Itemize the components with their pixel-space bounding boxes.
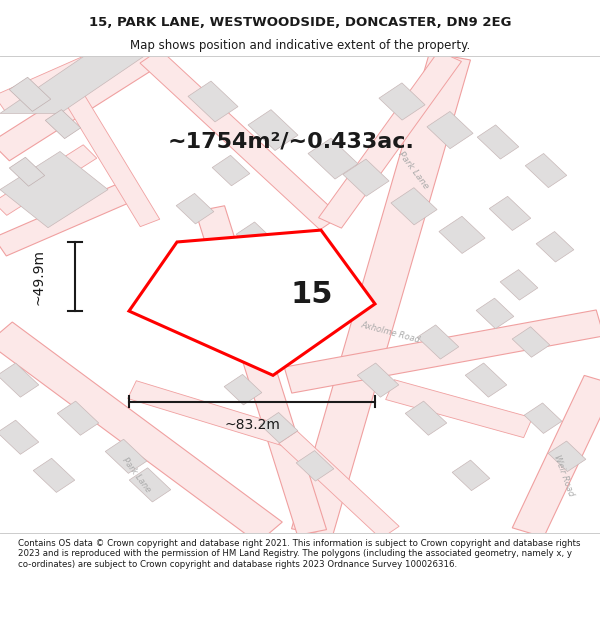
Text: Map shows position and indicative extent of the property.: Map shows position and indicative extent…: [130, 39, 470, 52]
Polygon shape: [9, 78, 51, 111]
Polygon shape: [284, 310, 600, 393]
Polygon shape: [62, 91, 160, 227]
Polygon shape: [0, 363, 39, 397]
Text: ~83.2m: ~83.2m: [224, 418, 280, 432]
Polygon shape: [248, 109, 298, 151]
Polygon shape: [391, 188, 437, 225]
Text: ~49.9m: ~49.9m: [32, 249, 46, 304]
Polygon shape: [489, 196, 531, 231]
Polygon shape: [379, 83, 425, 120]
Polygon shape: [0, 47, 160, 161]
Polygon shape: [357, 363, 399, 397]
Polygon shape: [452, 460, 490, 491]
Polygon shape: [0, 420, 39, 454]
Polygon shape: [33, 458, 75, 492]
Polygon shape: [427, 111, 473, 149]
Polygon shape: [319, 51, 461, 228]
Polygon shape: [46, 109, 80, 139]
Polygon shape: [0, 181, 139, 256]
Polygon shape: [405, 401, 447, 435]
Text: Park Lane: Park Lane: [120, 456, 152, 494]
Polygon shape: [548, 441, 586, 471]
Polygon shape: [176, 193, 214, 224]
Polygon shape: [0, 48, 114, 112]
Polygon shape: [57, 401, 99, 435]
Polygon shape: [0, 145, 97, 216]
Polygon shape: [260, 412, 298, 443]
Text: Contains OS data © Crown copyright and database right 2021. This information is : Contains OS data © Crown copyright and d…: [18, 539, 581, 569]
Polygon shape: [536, 231, 574, 262]
Polygon shape: [196, 206, 326, 536]
Text: 15, PARK LANE, WESTWOODSIDE, DONCASTER, DN9 2EG: 15, PARK LANE, WESTWOODSIDE, DONCASTER, …: [89, 16, 511, 29]
Polygon shape: [188, 81, 238, 122]
Polygon shape: [292, 52, 470, 536]
Polygon shape: [524, 403, 562, 434]
Text: ~1754m²/~0.433ac.: ~1754m²/~0.433ac.: [168, 132, 415, 152]
Polygon shape: [0, 151, 108, 228]
Polygon shape: [500, 269, 538, 300]
Polygon shape: [386, 380, 532, 438]
Polygon shape: [212, 155, 250, 186]
Polygon shape: [296, 451, 334, 481]
Polygon shape: [129, 230, 375, 376]
Polygon shape: [105, 439, 147, 473]
Polygon shape: [236, 222, 274, 253]
Polygon shape: [465, 363, 507, 397]
Polygon shape: [477, 125, 519, 159]
Polygon shape: [140, 49, 340, 230]
Text: Weir Road: Weir Road: [552, 453, 575, 498]
Polygon shape: [417, 325, 459, 359]
Polygon shape: [128, 381, 292, 446]
Polygon shape: [279, 431, 399, 539]
Polygon shape: [512, 376, 600, 537]
Text: 15: 15: [291, 280, 333, 309]
Polygon shape: [476, 298, 514, 329]
Polygon shape: [525, 154, 567, 188]
Polygon shape: [0, 322, 282, 543]
Polygon shape: [512, 327, 550, 357]
Polygon shape: [308, 138, 358, 179]
Polygon shape: [439, 216, 485, 254]
Polygon shape: [10, 158, 44, 186]
Text: Axholme Road: Axholme Road: [360, 320, 421, 345]
Polygon shape: [343, 159, 389, 196]
Polygon shape: [0, 56, 144, 113]
Polygon shape: [224, 374, 262, 405]
Text: Park Lane: Park Lane: [396, 150, 430, 191]
Polygon shape: [129, 468, 171, 502]
